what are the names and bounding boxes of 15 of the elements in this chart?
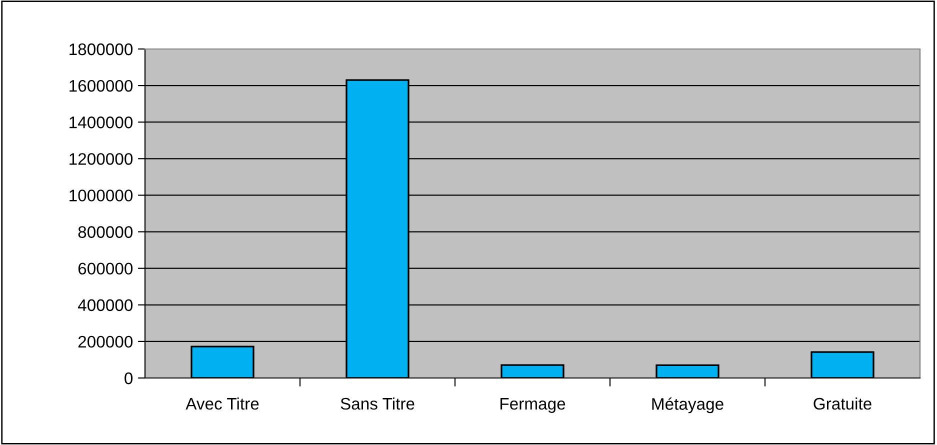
y-tick-label: 200000 [78,336,133,348]
y-tick-label: 1800000 [70,43,133,56]
x-tick-label: Gratuite [814,397,872,410]
x-tick-label: Fermage [500,398,566,413]
y-tick-label: 1400000 [70,116,133,128]
x-tick-label: Métayage [652,397,724,414]
y-tick-label: 800000 [78,226,133,238]
y-tick-label: 400000 [78,299,133,312]
y-tick-label: 1000000 [70,190,133,202]
y-tick-label: 600000 [78,262,133,275]
y-tick-label: 1600000 [70,80,133,92]
x-tick-label: Avec Titre [186,397,259,410]
y-tick-label: 0 [124,372,133,384]
x-tick-label: Sans Titre [340,397,414,410]
y-tick-label: 1200000 [70,153,133,165]
